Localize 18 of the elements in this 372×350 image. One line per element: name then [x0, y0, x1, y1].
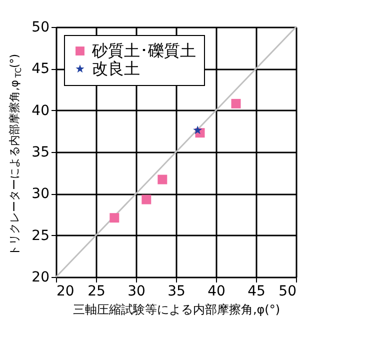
x-tick-label: 40: [208, 284, 226, 300]
legend-label: 砂質土･礫質土: [91, 41, 196, 60]
x-axis-title: 三軸圧縮試験等による内部摩擦角,φ(°): [72, 302, 280, 316]
y-tick-label: 45: [32, 61, 50, 78]
x-tick-label: 50: [278, 284, 296, 300]
y-tick-label: 20: [32, 270, 50, 286]
y-tick-label: 35: [32, 144, 50, 160]
x-tick-label: 35: [168, 284, 186, 300]
y-tick-label: 40: [32, 102, 50, 119]
legend-label: 改良土: [92, 59, 140, 78]
y-axis-title: トリクレーターによる内部摩擦角,φTC(°): [8, 54, 23, 256]
y-tick-label: 25: [32, 228, 50, 244]
x-tick-label: 25: [88, 284, 106, 300]
x-tick-label: 20: [56, 284, 74, 300]
x-tick-label: 30: [128, 284, 146, 300]
x-tick-label: 45: [248, 284, 266, 300]
y-tick-label: 50: [32, 20, 50, 36]
y-tick-label: 30: [32, 186, 50, 202]
